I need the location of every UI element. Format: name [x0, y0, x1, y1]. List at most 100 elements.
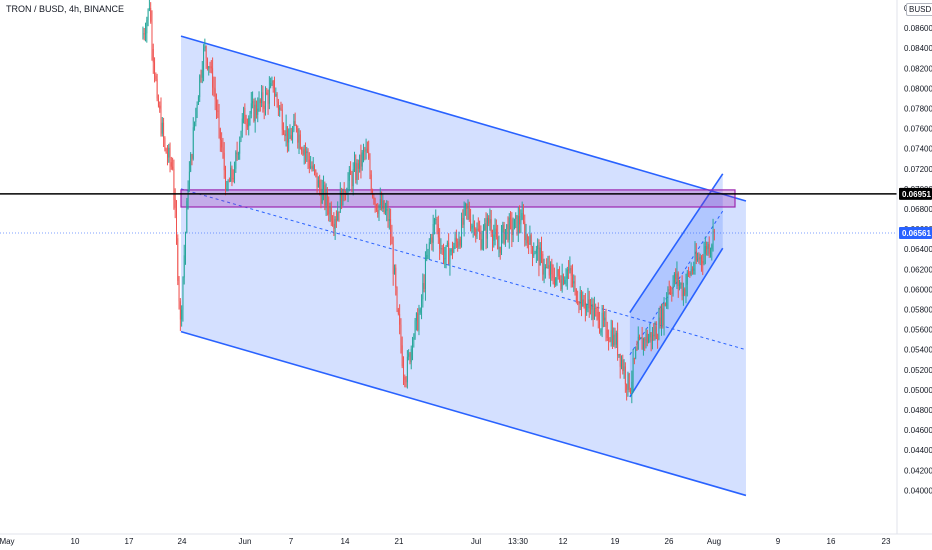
candle-222 [428, 238, 430, 260]
candle-367 [615, 330, 617, 348]
candle-23 [172, 157, 174, 171]
currency-badge[interactable]: BUSD [906, 3, 932, 16]
candle-410 [671, 286, 673, 302]
candle-113 [288, 128, 290, 152]
candle-430 [697, 252, 699, 262]
candle-15 [161, 117, 163, 137]
candle-105 [277, 98, 279, 117]
candle-36 [188, 161, 190, 192]
candle-379 [631, 370, 633, 404]
candle-118 [294, 112, 296, 127]
time-tick-label: 16 [827, 537, 836, 546]
candle-432 [699, 253, 701, 266]
time-tick-label: Aug [707, 537, 721, 546]
candle-274 [495, 219, 497, 240]
candle-408 [668, 280, 670, 295]
candle-293 [520, 209, 522, 234]
candle-52 [209, 61, 211, 73]
candle-135 [316, 172, 318, 193]
candle-28 [178, 276, 180, 310]
candle-150 [335, 210, 337, 228]
candle-145 [329, 202, 331, 223]
candle-230 [439, 228, 441, 260]
time-tick-label: Jul [471, 537, 481, 546]
candle-267 [486, 213, 488, 249]
price-tick-label: 0.05200 [904, 366, 932, 375]
candle-208 [410, 345, 412, 370]
candle-405 [664, 302, 666, 307]
candle-440 [709, 247, 711, 258]
candle-232 [441, 245, 443, 255]
candle-376 [627, 371, 629, 397]
candle-6 [150, 2, 152, 24]
candle-144 [328, 196, 330, 222]
candle-68 [230, 161, 232, 182]
candle-398 [655, 321, 657, 340]
candle-240 [452, 241, 454, 260]
candle-218 [423, 274, 425, 293]
candle-299 [528, 236, 530, 254]
candle-265 [484, 218, 486, 231]
price-tick-label: 0.05600 [904, 326, 932, 335]
candle-216 [421, 294, 423, 320]
candle-372 [622, 354, 624, 375]
ascending-channel-fill [629, 173, 723, 397]
candle-404 [663, 297, 665, 336]
candle-402 [660, 303, 662, 336]
candle-87 [254, 97, 256, 133]
candle-165 [355, 154, 357, 184]
descending-channel-upper-line [180, 35, 747, 202]
price-tick-label: 0.06200 [904, 265, 932, 274]
candle-73 [236, 141, 238, 161]
candle-244 [457, 238, 459, 252]
candle-421 [685, 273, 687, 304]
candle-413 [675, 268, 677, 285]
candle-352 [596, 306, 598, 321]
candle-70 [232, 169, 234, 183]
candle-153 [339, 182, 341, 213]
candle-100 [271, 76, 273, 86]
candle-333 [571, 264, 573, 288]
candle-317 [551, 258, 553, 281]
candle-369 [618, 353, 620, 358]
candle-414 [676, 261, 678, 290]
candle-175 [368, 140, 370, 160]
candle-283 [507, 216, 509, 243]
price-tick-label: 0.07400 [904, 145, 932, 154]
candle-223 [430, 233, 432, 245]
candle-304 [534, 250, 536, 255]
candle-192 [390, 208, 392, 246]
candle-233 [442, 243, 444, 265]
candle-442 [712, 218, 714, 252]
candle-243 [455, 229, 457, 249]
candle-121 [298, 128, 300, 155]
price-lines-layer [0, 193, 897, 234]
candle-357 [602, 304, 604, 328]
candle-309 [541, 236, 543, 264]
candle-284 [508, 213, 510, 249]
candle-286 [511, 212, 513, 248]
time-tick-label: 7 [289, 537, 294, 546]
candle-348 [591, 297, 593, 321]
candle-395 [651, 327, 653, 350]
symbol-title: TRON / BUSD, 4h, BINANCE [6, 4, 125, 14]
candle-225 [432, 214, 434, 252]
candle-248 [462, 209, 464, 228]
candle-139 [321, 179, 323, 205]
candle-185 [381, 191, 383, 211]
time-axis[interactable]: May 10 17 24 Jun 7 14 21 Jul 13:30 12 19 26 Aug 9 16 23 [0, 537, 891, 546]
candle-2 [145, 22, 147, 42]
candle-142 [325, 183, 327, 216]
candle-82 [248, 115, 250, 136]
candle-110 [284, 130, 286, 142]
resistance-zone [180, 189, 736, 208]
candle-16 [163, 117, 165, 147]
candle-60 [219, 127, 221, 152]
candle-202 [403, 356, 404, 386]
candle-311 [543, 258, 545, 284]
candle-420 [684, 287, 686, 297]
candle-412 [673, 272, 675, 287]
candle-195 [393, 264, 395, 275]
candle-260 [477, 217, 479, 232]
